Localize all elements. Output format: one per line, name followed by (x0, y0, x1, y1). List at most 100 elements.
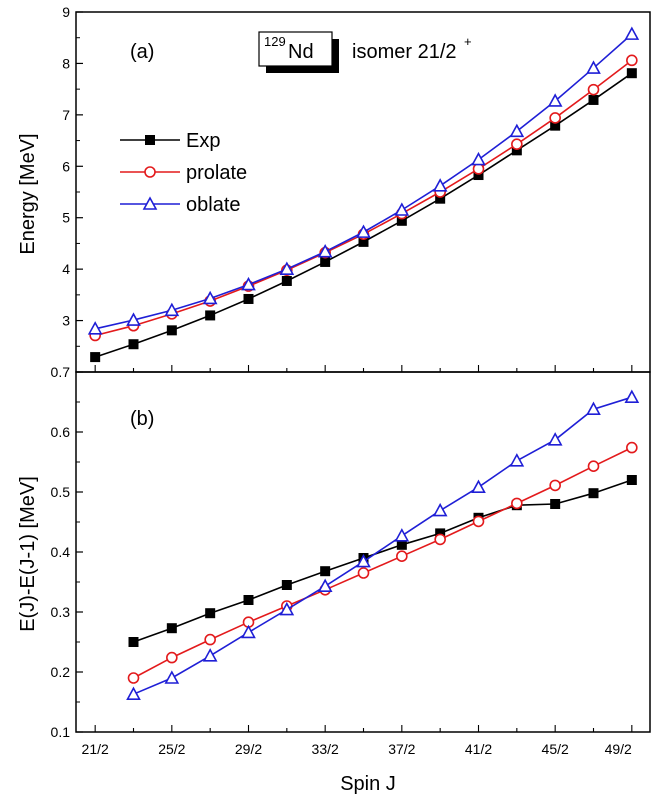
panel-b-oblate-point (624, 389, 640, 404)
legend-oblate-label: oblate (186, 194, 241, 216)
panel-b-prolate-point (587, 460, 600, 473)
panel-a-oblate-point (317, 243, 333, 258)
panel-a-exp-point (396, 215, 407, 226)
x-tick-label: 29/2 (235, 741, 262, 757)
x-tick-label: 45/2 (542, 741, 569, 757)
panel-a-oblate-point (279, 261, 295, 275)
panel-a-prolate-point (549, 112, 561, 124)
panel-a-oblate-point (126, 312, 141, 326)
panel-a-oblate-line (94, 33, 633, 330)
x-tick-label: 25/2 (158, 741, 185, 757)
panel-b-exp-point (281, 580, 292, 590)
panel-a-oblate-point (624, 26, 640, 40)
panel-a-label: (a) (130, 41, 154, 63)
x-tick-label: 49/2 (605, 741, 632, 757)
panel-a-exp-point (435, 193, 446, 204)
panel-a-oblate-point (547, 93, 563, 107)
panel-b-oblate-point (164, 670, 180, 684)
panel-a-exp-point (473, 170, 484, 181)
panel-a-y-tick-label: 7 (62, 107, 70, 123)
panel-b-prolate-point (472, 515, 485, 528)
panel-b-prolate-line (133, 446, 633, 679)
panel-b-exp-point (396, 539, 407, 550)
isomer-label: isomer 21/2 (352, 41, 457, 63)
panel-b-exp-point (435, 528, 446, 539)
panel-b-oblate-point (202, 648, 218, 662)
panel-b-exp-point (205, 608, 216, 619)
nucleus-box (258, 31, 333, 67)
legend-oblate-marker (142, 196, 158, 210)
legend-exp-label: Exp (186, 130, 220, 152)
panel-b-exp-line (133, 479, 633, 643)
panel-b-y-tick-label: 0.2 (51, 664, 71, 680)
panel-a-exp-point (550, 120, 561, 131)
panel-a-y-axis-title: Energy [MeV] (17, 133, 39, 254)
panel-a-oblate-point (471, 151, 486, 166)
panel-b-oblate-point (279, 601, 295, 616)
nucleus-symbol: Nd (288, 41, 314, 63)
panel-b-prolate-point (626, 441, 638, 454)
panel-a-exp-point (90, 352, 101, 363)
panel-b-prolate-point (357, 567, 370, 579)
x-tick-label: 41/2 (465, 741, 492, 757)
isomer-parity: + (464, 34, 472, 49)
panel-b-prolate-point (511, 497, 523, 510)
panel-a-y-tick-label: 5 (62, 210, 70, 226)
nucleus-mass-number: 129 (264, 34, 286, 49)
isomer-annotation: 129 Nd isomer 21/2 + (258, 31, 472, 73)
panel-a-exp-point (243, 293, 254, 304)
panel-a-oblate-point (432, 178, 448, 192)
panel-a-exp-point (511, 145, 522, 156)
panel-b-oblate-point (432, 502, 448, 517)
panel-b-exp-point (320, 566, 331, 577)
panel-a-exp-point (166, 325, 177, 336)
panel-a-frame (75, 11, 651, 373)
panel-b-prolate-point (204, 633, 216, 646)
panel-b-oblate-point (356, 553, 371, 568)
x-axis-title: Spin J (340, 773, 396, 795)
panel-b-oblate-point (586, 401, 601, 416)
legend-prolate-marker (144, 166, 156, 178)
panel-a-prolate-point (587, 83, 600, 96)
panel-a-y-tick-label: 4 (62, 261, 70, 277)
panel-a-y-tick-label: 9 (62, 4, 70, 20)
panel-b-y-axis-title: E(J)-E(J-1) [MeV] (17, 476, 39, 632)
panel-a-exp-point (281, 275, 292, 286)
panel-a-y-tick-label: 6 (62, 158, 70, 174)
panel-b-oblate-point (509, 453, 525, 467)
panel-a-oblate-point (586, 60, 601, 74)
panel-a-y-tick-label: 8 (62, 55, 70, 71)
panel-b-exp-point (550, 499, 561, 509)
panel-b-prolate-point (127, 672, 140, 684)
panel-a-oblate-point (202, 290, 218, 305)
panel-b-y-tick-label: 0.3 (51, 604, 71, 620)
panel-b-oblate-point (317, 578, 333, 593)
x-tick-label: 37/2 (388, 741, 415, 757)
panel-b-prolate-point (549, 479, 561, 492)
panel-a-exp-point (358, 236, 369, 247)
x-tick-label: 21/2 (82, 741, 109, 757)
panel-a-exp-point (588, 94, 599, 105)
panel-a-oblate-point (164, 302, 180, 317)
panel-a-prolate-point (511, 138, 523, 150)
panel-a-exp-point (128, 339, 139, 350)
x-tick-label: 33/2 (312, 741, 339, 757)
panel-b-y-tick-label: 0.1 (51, 724, 71, 740)
panel-a-oblate-point (356, 224, 371, 238)
panel-a-exp-point (626, 68, 637, 79)
panel-a-prolate-point (626, 54, 638, 67)
legend-prolate-label: prolate (186, 162, 247, 184)
panel-b-exp-point (128, 637, 139, 647)
panel-b-exp-point (626, 475, 637, 485)
panel-b-frame (75, 371, 651, 733)
legend: Exp prolate oblate (120, 130, 247, 216)
panel-a-oblate-point (241, 276, 256, 291)
panel-b-exp-point (243, 595, 254, 605)
panel-b-prolate-point (434, 533, 446, 546)
panel-b-oblate-point (547, 432, 563, 446)
panel-a-y-tick-label: 3 (62, 313, 70, 329)
panel-b-exp-point (166, 623, 177, 634)
panel-a-oblate-point (509, 123, 525, 138)
panel-b-y-tick-label: 0.6 (51, 424, 71, 440)
